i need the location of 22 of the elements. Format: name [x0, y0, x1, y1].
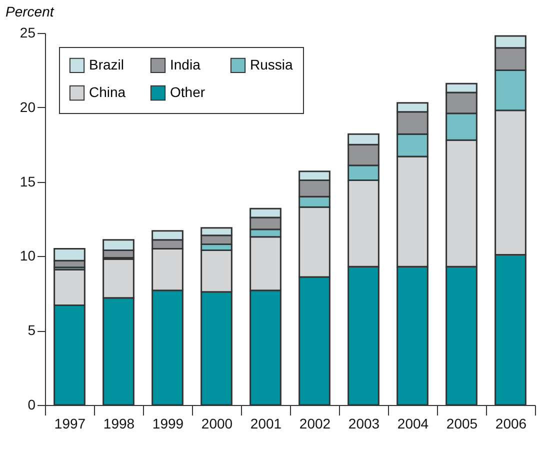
- x-tick-label: 2003: [348, 416, 380, 432]
- x-tick-label: 2006: [495, 416, 527, 432]
- x-tick-label: 1997: [54, 416, 86, 432]
- legend-label: India: [170, 56, 201, 72]
- x-tick-label: 2004: [397, 416, 429, 432]
- y-tick-label: 15: [20, 173, 36, 190]
- legend-label: Other: [170, 84, 206, 100]
- legend-label: China: [89, 84, 126, 100]
- y-tick-label: 10: [20, 248, 36, 264]
- x-tick-label: 1999: [152, 416, 184, 432]
- y-tick-label: 20: [20, 98, 36, 115]
- y-tick-label: 25: [20, 24, 36, 40]
- x-tick-label: 1998: [103, 416, 135, 432]
- legend-label: Russia: [250, 56, 294, 72]
- legend-label: Brazil: [89, 56, 124, 72]
- x-tick-label: 2001: [250, 416, 282, 432]
- y-tick-label: 5: [28, 322, 36, 338]
- y-axis-title: Percent: [6, 4, 55, 20]
- y-tick-label: 0: [28, 396, 36, 412]
- x-tick-label: 2000: [201, 416, 233, 432]
- x-tick-label: 2002: [299, 416, 331, 432]
- x-tick-label: 2005: [446, 416, 478, 432]
